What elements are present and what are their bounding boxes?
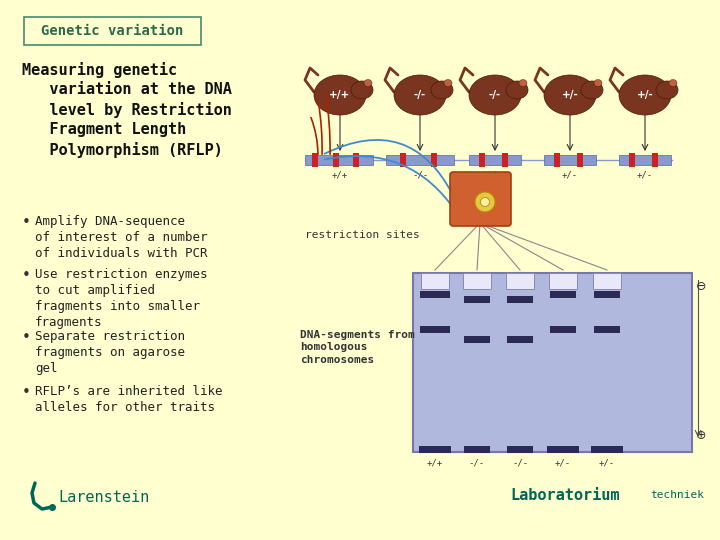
- Ellipse shape: [364, 79, 372, 86]
- FancyBboxPatch shape: [629, 153, 635, 167]
- FancyBboxPatch shape: [507, 336, 533, 343]
- Ellipse shape: [544, 75, 596, 115]
- FancyBboxPatch shape: [619, 155, 671, 165]
- Text: •: •: [22, 330, 31, 345]
- FancyBboxPatch shape: [420, 326, 450, 333]
- FancyBboxPatch shape: [312, 153, 318, 167]
- Text: +/-: +/-: [555, 458, 571, 467]
- FancyBboxPatch shape: [431, 153, 436, 167]
- FancyBboxPatch shape: [503, 153, 508, 167]
- Text: +/-: +/-: [637, 171, 653, 180]
- FancyBboxPatch shape: [506, 273, 534, 289]
- FancyBboxPatch shape: [24, 17, 201, 45]
- Ellipse shape: [656, 81, 678, 99]
- Text: restriction sites: restriction sites: [305, 230, 420, 240]
- Ellipse shape: [351, 81, 373, 99]
- Ellipse shape: [431, 81, 453, 99]
- Text: Measuring genetic
   variation at the DNA
   level by Restriction
   Fragment Le: Measuring genetic variation at the DNA l…: [22, 62, 232, 158]
- FancyBboxPatch shape: [400, 153, 406, 167]
- Text: Use restriction enzymes
to cut amplified
fragments into smaller
fragments: Use restriction enzymes to cut amplified…: [35, 268, 207, 329]
- Ellipse shape: [669, 79, 677, 86]
- FancyBboxPatch shape: [554, 153, 560, 167]
- Ellipse shape: [519, 79, 527, 86]
- Ellipse shape: [506, 81, 528, 99]
- Text: -/-: -/-: [469, 458, 485, 467]
- FancyArrowPatch shape: [325, 93, 330, 154]
- Text: +/-: +/-: [636, 90, 653, 100]
- FancyBboxPatch shape: [550, 326, 576, 333]
- FancyBboxPatch shape: [386, 155, 454, 165]
- FancyBboxPatch shape: [420, 291, 450, 298]
- Ellipse shape: [394, 75, 446, 115]
- FancyBboxPatch shape: [464, 446, 490, 453]
- Ellipse shape: [469, 75, 521, 115]
- FancyBboxPatch shape: [421, 273, 449, 289]
- Text: -/-: -/-: [414, 90, 426, 100]
- Ellipse shape: [444, 79, 452, 86]
- FancyBboxPatch shape: [464, 336, 490, 343]
- Text: ⊕: ⊕: [696, 429, 706, 442]
- FancyArrowPatch shape: [318, 103, 322, 154]
- FancyBboxPatch shape: [547, 446, 579, 453]
- FancyBboxPatch shape: [550, 291, 576, 298]
- Text: -/-: -/-: [489, 90, 501, 100]
- FancyBboxPatch shape: [549, 273, 577, 289]
- Text: •: •: [22, 215, 31, 230]
- FancyArrowPatch shape: [325, 156, 457, 214]
- FancyBboxPatch shape: [544, 155, 596, 165]
- Text: ⊖: ⊖: [696, 280, 706, 293]
- Ellipse shape: [314, 75, 366, 115]
- FancyBboxPatch shape: [577, 153, 583, 167]
- Text: +/+: +/+: [427, 458, 443, 467]
- Ellipse shape: [475, 192, 495, 212]
- FancyArrowPatch shape: [325, 140, 453, 195]
- Ellipse shape: [581, 81, 603, 99]
- Text: Larenstein: Larenstein: [58, 489, 149, 504]
- FancyBboxPatch shape: [479, 153, 485, 167]
- FancyBboxPatch shape: [594, 326, 620, 333]
- FancyBboxPatch shape: [353, 153, 359, 167]
- FancyArrowPatch shape: [311, 118, 318, 154]
- Ellipse shape: [480, 198, 490, 206]
- Text: -/-: -/-: [512, 458, 528, 467]
- Ellipse shape: [594, 79, 602, 86]
- FancyBboxPatch shape: [463, 273, 491, 289]
- Text: Laboratorium: Laboratorium: [510, 488, 619, 503]
- Text: +/-: +/-: [599, 458, 615, 467]
- FancyBboxPatch shape: [333, 153, 338, 167]
- FancyBboxPatch shape: [652, 153, 658, 167]
- Text: Genetic variation: Genetic variation: [41, 24, 184, 38]
- Text: Separate restriction
fragments on agarose
gel: Separate restriction fragments on agaros…: [35, 330, 185, 375]
- Text: +/+: +/+: [329, 90, 351, 100]
- Ellipse shape: [619, 75, 671, 115]
- FancyBboxPatch shape: [464, 296, 490, 303]
- FancyBboxPatch shape: [507, 296, 533, 303]
- FancyBboxPatch shape: [413, 273, 692, 452]
- FancyBboxPatch shape: [450, 172, 511, 226]
- Text: +/-: +/-: [562, 90, 578, 100]
- Text: +/+: +/+: [332, 171, 348, 180]
- Text: DNA-segments from
homologous
chromosomes: DNA-segments from homologous chromosomes: [300, 330, 415, 365]
- Text: •: •: [22, 268, 31, 283]
- FancyBboxPatch shape: [591, 446, 623, 453]
- FancyBboxPatch shape: [305, 155, 373, 165]
- FancyBboxPatch shape: [419, 446, 451, 453]
- FancyBboxPatch shape: [594, 291, 620, 298]
- FancyBboxPatch shape: [507, 446, 533, 453]
- Text: -/-: -/-: [487, 171, 503, 180]
- Text: techniek: techniek: [650, 490, 704, 500]
- FancyBboxPatch shape: [593, 273, 621, 289]
- FancyBboxPatch shape: [469, 155, 521, 165]
- Text: RFLP’s are inherited like
alleles for other traits: RFLP’s are inherited like alleles for ot…: [35, 385, 222, 414]
- Text: -/-: -/-: [412, 171, 428, 180]
- Text: +/-: +/-: [562, 171, 578, 180]
- Text: Amplify DNA-sequence
of interest of a number
of individuals with PCR: Amplify DNA-sequence of interest of a nu…: [35, 215, 207, 260]
- Text: •: •: [22, 385, 31, 400]
